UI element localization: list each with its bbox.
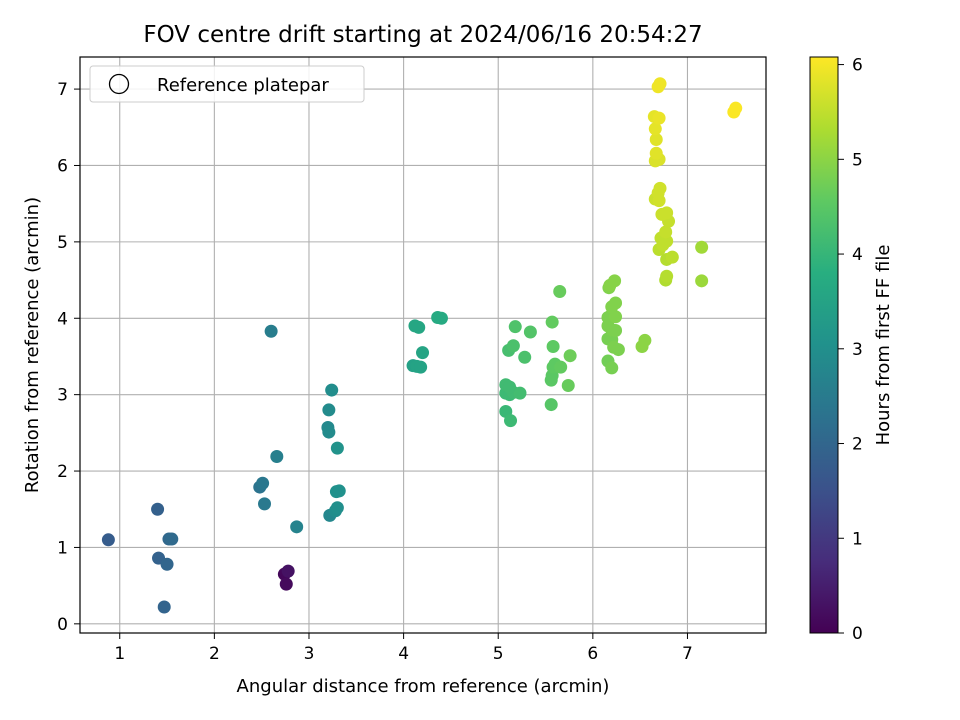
- data-point: [553, 285, 567, 299]
- colorbar: 0 1 2 3 4 5 6 Hours from first FF file: [809, 56, 894, 644]
- data-point: [290, 520, 304, 534]
- data-point: [649, 146, 663, 160]
- data-points: [101, 77, 743, 614]
- y-axis-ticks: 0 1 2 3 4 5 6 7: [57, 80, 80, 635]
- data-point: [416, 346, 430, 360]
- y-tick-label: 7: [57, 80, 68, 100]
- y-tick-label: 5: [57, 233, 68, 253]
- data-point: [322, 403, 336, 417]
- x-tick-label: 2: [209, 644, 220, 664]
- x-axis-label: Angular distance from reference (arcmin): [237, 676, 610, 697]
- x-axis-ticks: 1 2 3 4 5 6 7: [114, 633, 693, 664]
- data-point: [659, 225, 673, 239]
- data-point: [332, 484, 346, 498]
- y-tick-label: 6: [57, 156, 68, 176]
- data-point: [611, 343, 625, 357]
- colorbar-tick-label: 2: [852, 435, 863, 455]
- data-point: [151, 502, 165, 516]
- colorbar-tick-label: 0: [852, 624, 863, 644]
- data-point: [506, 339, 520, 353]
- data-point: [504, 414, 518, 428]
- data-point: [546, 340, 560, 354]
- y-axis-label: Rotation from reference (arcmin): [22, 197, 43, 493]
- data-point: [414, 360, 428, 374]
- colorbar-label: Hours from first FF file: [873, 245, 894, 446]
- data-point: [523, 325, 537, 339]
- x-tick-label: 6: [587, 644, 598, 664]
- data-point: [508, 320, 522, 334]
- colorbar-gradient: [809, 56, 839, 634]
- data-point: [652, 111, 666, 125]
- data-point: [165, 532, 179, 546]
- data-point: [605, 361, 619, 375]
- data-point: [638, 333, 652, 347]
- colorbar-tick-label: 4: [852, 245, 863, 265]
- data-point: [513, 386, 527, 400]
- data-point: [561, 378, 575, 392]
- data-point: [503, 380, 517, 394]
- colorbar-tick-label: 1: [852, 529, 863, 549]
- y-tick-label: 1: [57, 538, 68, 558]
- data-point: [545, 315, 559, 329]
- chart-title: FOV centre drift starting at 2024/06/16 …: [143, 22, 702, 48]
- data-point: [256, 476, 270, 490]
- data-point: [279, 577, 293, 591]
- data-point: [648, 122, 662, 136]
- data-point: [695, 274, 709, 288]
- data-point: [653, 77, 667, 91]
- data-point: [434, 311, 448, 325]
- legend: Reference platepar: [89, 65, 365, 103]
- data-point: [609, 296, 623, 310]
- data-point: [412, 320, 426, 334]
- legend-marker: [108, 73, 130, 95]
- colorbar-tick-label: 3: [852, 340, 863, 360]
- data-point: [330, 501, 344, 515]
- data-point: [609, 323, 623, 337]
- data-point: [160, 557, 174, 571]
- x-tick-label: 3: [304, 644, 315, 664]
- data-point: [322, 425, 336, 439]
- data-point: [281, 564, 295, 578]
- data-point: [330, 441, 344, 455]
- x-tick-label: 1: [114, 644, 125, 664]
- data-point: [609, 310, 623, 324]
- y-tick-label: 4: [57, 309, 68, 329]
- x-tick-label: 7: [682, 644, 693, 664]
- data-point: [518, 350, 532, 364]
- data-point: [653, 181, 667, 195]
- colorbar-tick-label: 6: [852, 56, 863, 76]
- data-point: [665, 250, 679, 264]
- data-point: [729, 101, 743, 115]
- data-point: [270, 450, 284, 464]
- y-tick-label: 2: [57, 462, 68, 482]
- data-point: [563, 349, 577, 363]
- grid-lines: [80, 57, 766, 633]
- data-point: [544, 398, 558, 412]
- y-tick-label: 0: [57, 615, 68, 635]
- data-point: [695, 240, 709, 254]
- data-point: [554, 360, 568, 374]
- data-point: [325, 383, 339, 397]
- legend-box: [89, 65, 365, 103]
- data-point: [608, 274, 622, 288]
- colorbar-tick-label: 5: [852, 150, 863, 170]
- x-tick-label: 4: [398, 644, 409, 664]
- data-point: [264, 324, 278, 338]
- data-point: [157, 600, 171, 614]
- plot-frame: [79, 56, 767, 634]
- data-point: [101, 533, 115, 547]
- y-tick-label: 3: [57, 386, 68, 406]
- colorbar-ticks: 0 1 2 3 4 5 6: [838, 56, 863, 644]
- data-point: [660, 206, 674, 220]
- x-tick-label: 5: [493, 644, 504, 664]
- legend-label: Reference platepar: [157, 75, 329, 96]
- data-point: [649, 133, 663, 147]
- data-point: [660, 269, 674, 283]
- data-point: [258, 497, 272, 511]
